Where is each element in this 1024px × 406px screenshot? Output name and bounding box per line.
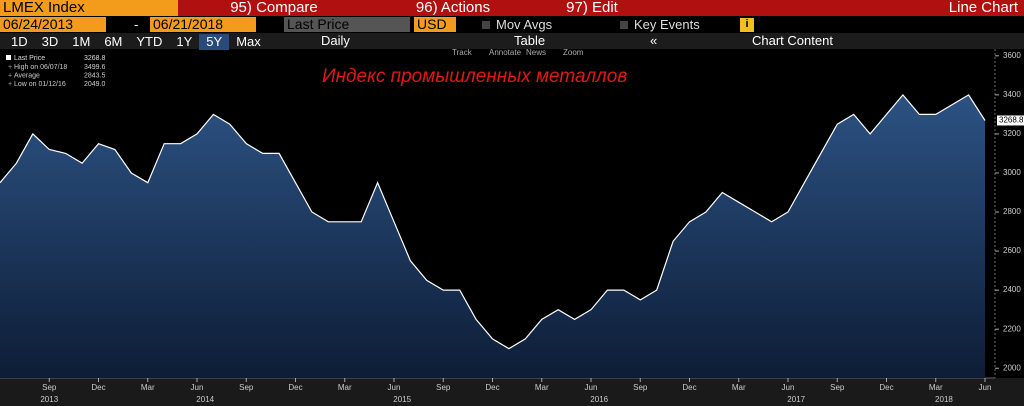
stat-value: 2049.0: [84, 81, 106, 88]
y-tick-label: 3600: [1003, 51, 1021, 60]
last-value-label: 3268.8: [999, 116, 1024, 125]
y-tick-label: 2200: [1003, 324, 1021, 333]
x-tick-label: Jun: [191, 383, 204, 392]
x-tick-label: Sep: [830, 383, 845, 392]
x-tick-label: Jun: [388, 383, 401, 392]
tool-label: News: [526, 49, 546, 57]
x-tick-label: Dec: [682, 383, 696, 392]
x-tick-label: Jun: [585, 383, 598, 392]
settings-row: 06/24/2013 - 06/21/2018 Last Price USD M…: [0, 17, 1024, 33]
x-axis-band: [0, 378, 1024, 406]
y-tick-label: 3000: [1003, 168, 1021, 177]
stat-marker: +: [8, 72, 12, 79]
last-value-tag: [997, 115, 1024, 126]
x-tick-label: Dec: [485, 383, 499, 392]
x-tick-label: Sep: [436, 383, 451, 392]
x-tick-label: Dec: [288, 383, 302, 392]
stat-marker: +: [8, 64, 12, 71]
start-date[interactable]: 06/24/2013: [0, 17, 106, 32]
view-name: Line Chart: [640, 0, 1024, 16]
period-button[interactable]: Max: [236, 34, 261, 49]
period-button[interactable]: 1D: [11, 34, 28, 49]
x-tick-label: Mar: [535, 383, 549, 392]
stat-value: 3499.6: [84, 64, 106, 71]
x-tick-label: Jun: [782, 383, 795, 392]
year-label: 2013: [40, 395, 58, 404]
legend-name: Last Price: [14, 55, 45, 62]
chart: Индекс промышленных металлов Track Annota…: [0, 49, 1024, 406]
stat-marker: +: [8, 81, 12, 88]
x-tick-label: Mar: [929, 383, 943, 392]
stat-label: Average: [14, 72, 40, 79]
x-tick-label: Jun: [979, 383, 992, 392]
period-button[interactable]: 6M: [104, 34, 123, 49]
compare-menu[interactable]: 95) Compare: [178, 0, 370, 16]
chart-content[interactable]: Chart Content: [752, 33, 833, 48]
tool-label: Zoom: [563, 49, 584, 57]
edit-menu[interactable]: 97) Edit: [536, 0, 648, 16]
stat-value: 2843.5: [84, 72, 106, 79]
x-tick-label: Mar: [732, 383, 746, 392]
y-tick-label: 2000: [1003, 363, 1021, 372]
ticker[interactable]: LMEX Index: [0, 0, 178, 16]
x-tick-label: Dec: [879, 383, 893, 392]
period-button[interactable]: 3D: [41, 34, 59, 49]
tool-label: Track: [452, 49, 473, 57]
date-dash: -: [134, 17, 139, 32]
x-tick-label: Mar: [141, 383, 155, 392]
period-button[interactable]: 1Y: [176, 34, 193, 49]
stat-label: Low on 01/12/16: [14, 81, 66, 88]
area: [0, 94, 985, 379]
chart-title: Индекс промышленных металлов: [322, 66, 627, 87]
mov-avgs[interactable]: Mov Avgs: [482, 17, 552, 33]
periods: 1D 3D 1M 6M YTD 1Y 5Y Max: [4, 33, 268, 51]
period-button[interactable]: YTD: [136, 34, 163, 49]
header-row: LMEX Index 95) Compare 96) Actions 97) E…: [0, 0, 1024, 17]
y-tick-label: 2400: [1003, 285, 1021, 294]
field-select[interactable]: Last Price: [284, 17, 410, 32]
y-tick-label: 3400: [1003, 90, 1021, 99]
y-tick-label: 2600: [1003, 246, 1021, 255]
y-tick-label: 3200: [1003, 129, 1021, 138]
stat-label: High on 06/07/18: [14, 64, 67, 71]
y-tick-label: 2800: [1003, 207, 1021, 216]
x-tick-label: Sep: [633, 383, 648, 392]
legend-swatch: [6, 55, 11, 60]
table-button[interactable]: Table: [514, 33, 546, 48]
year-label: 2014: [196, 395, 214, 404]
legend-value: 3268.8: [84, 55, 106, 62]
period-button[interactable]: 1M: [72, 34, 91, 49]
tool-label: Annotate: [489, 49, 522, 57]
x-tick-label: Sep: [42, 383, 57, 392]
x-tick-label: Sep: [239, 383, 254, 392]
currency-select[interactable]: USD: [414, 17, 456, 32]
actions-menu[interactable]: 96) Actions: [362, 0, 544, 16]
year-label: 2017: [787, 395, 805, 404]
year-label: 2018: [935, 395, 953, 404]
frequency[interactable]: Daily: [321, 33, 350, 48]
x-tick-label: Mar: [338, 383, 352, 392]
period-button[interactable]: 5Y: [199, 34, 230, 50]
end-date[interactable]: 06/21/2018: [150, 17, 256, 32]
year-label: 2016: [590, 395, 608, 404]
x-tick-label: Dec: [91, 383, 105, 392]
mov-avgs-label: Mov Avgs: [496, 17, 553, 32]
line: [0, 93, 986, 350]
period-row: 1D 3D 1M 6M YTD 1Y 5Y Max Daily Table « Chart C…: [0, 33, 1024, 51]
key-events-label: Key Events: [634, 17, 700, 32]
year-label: 2015: [393, 395, 411, 404]
key-events[interactable]: Key Events: [620, 17, 700, 33]
info-icon[interactable]: i: [740, 18, 754, 32]
